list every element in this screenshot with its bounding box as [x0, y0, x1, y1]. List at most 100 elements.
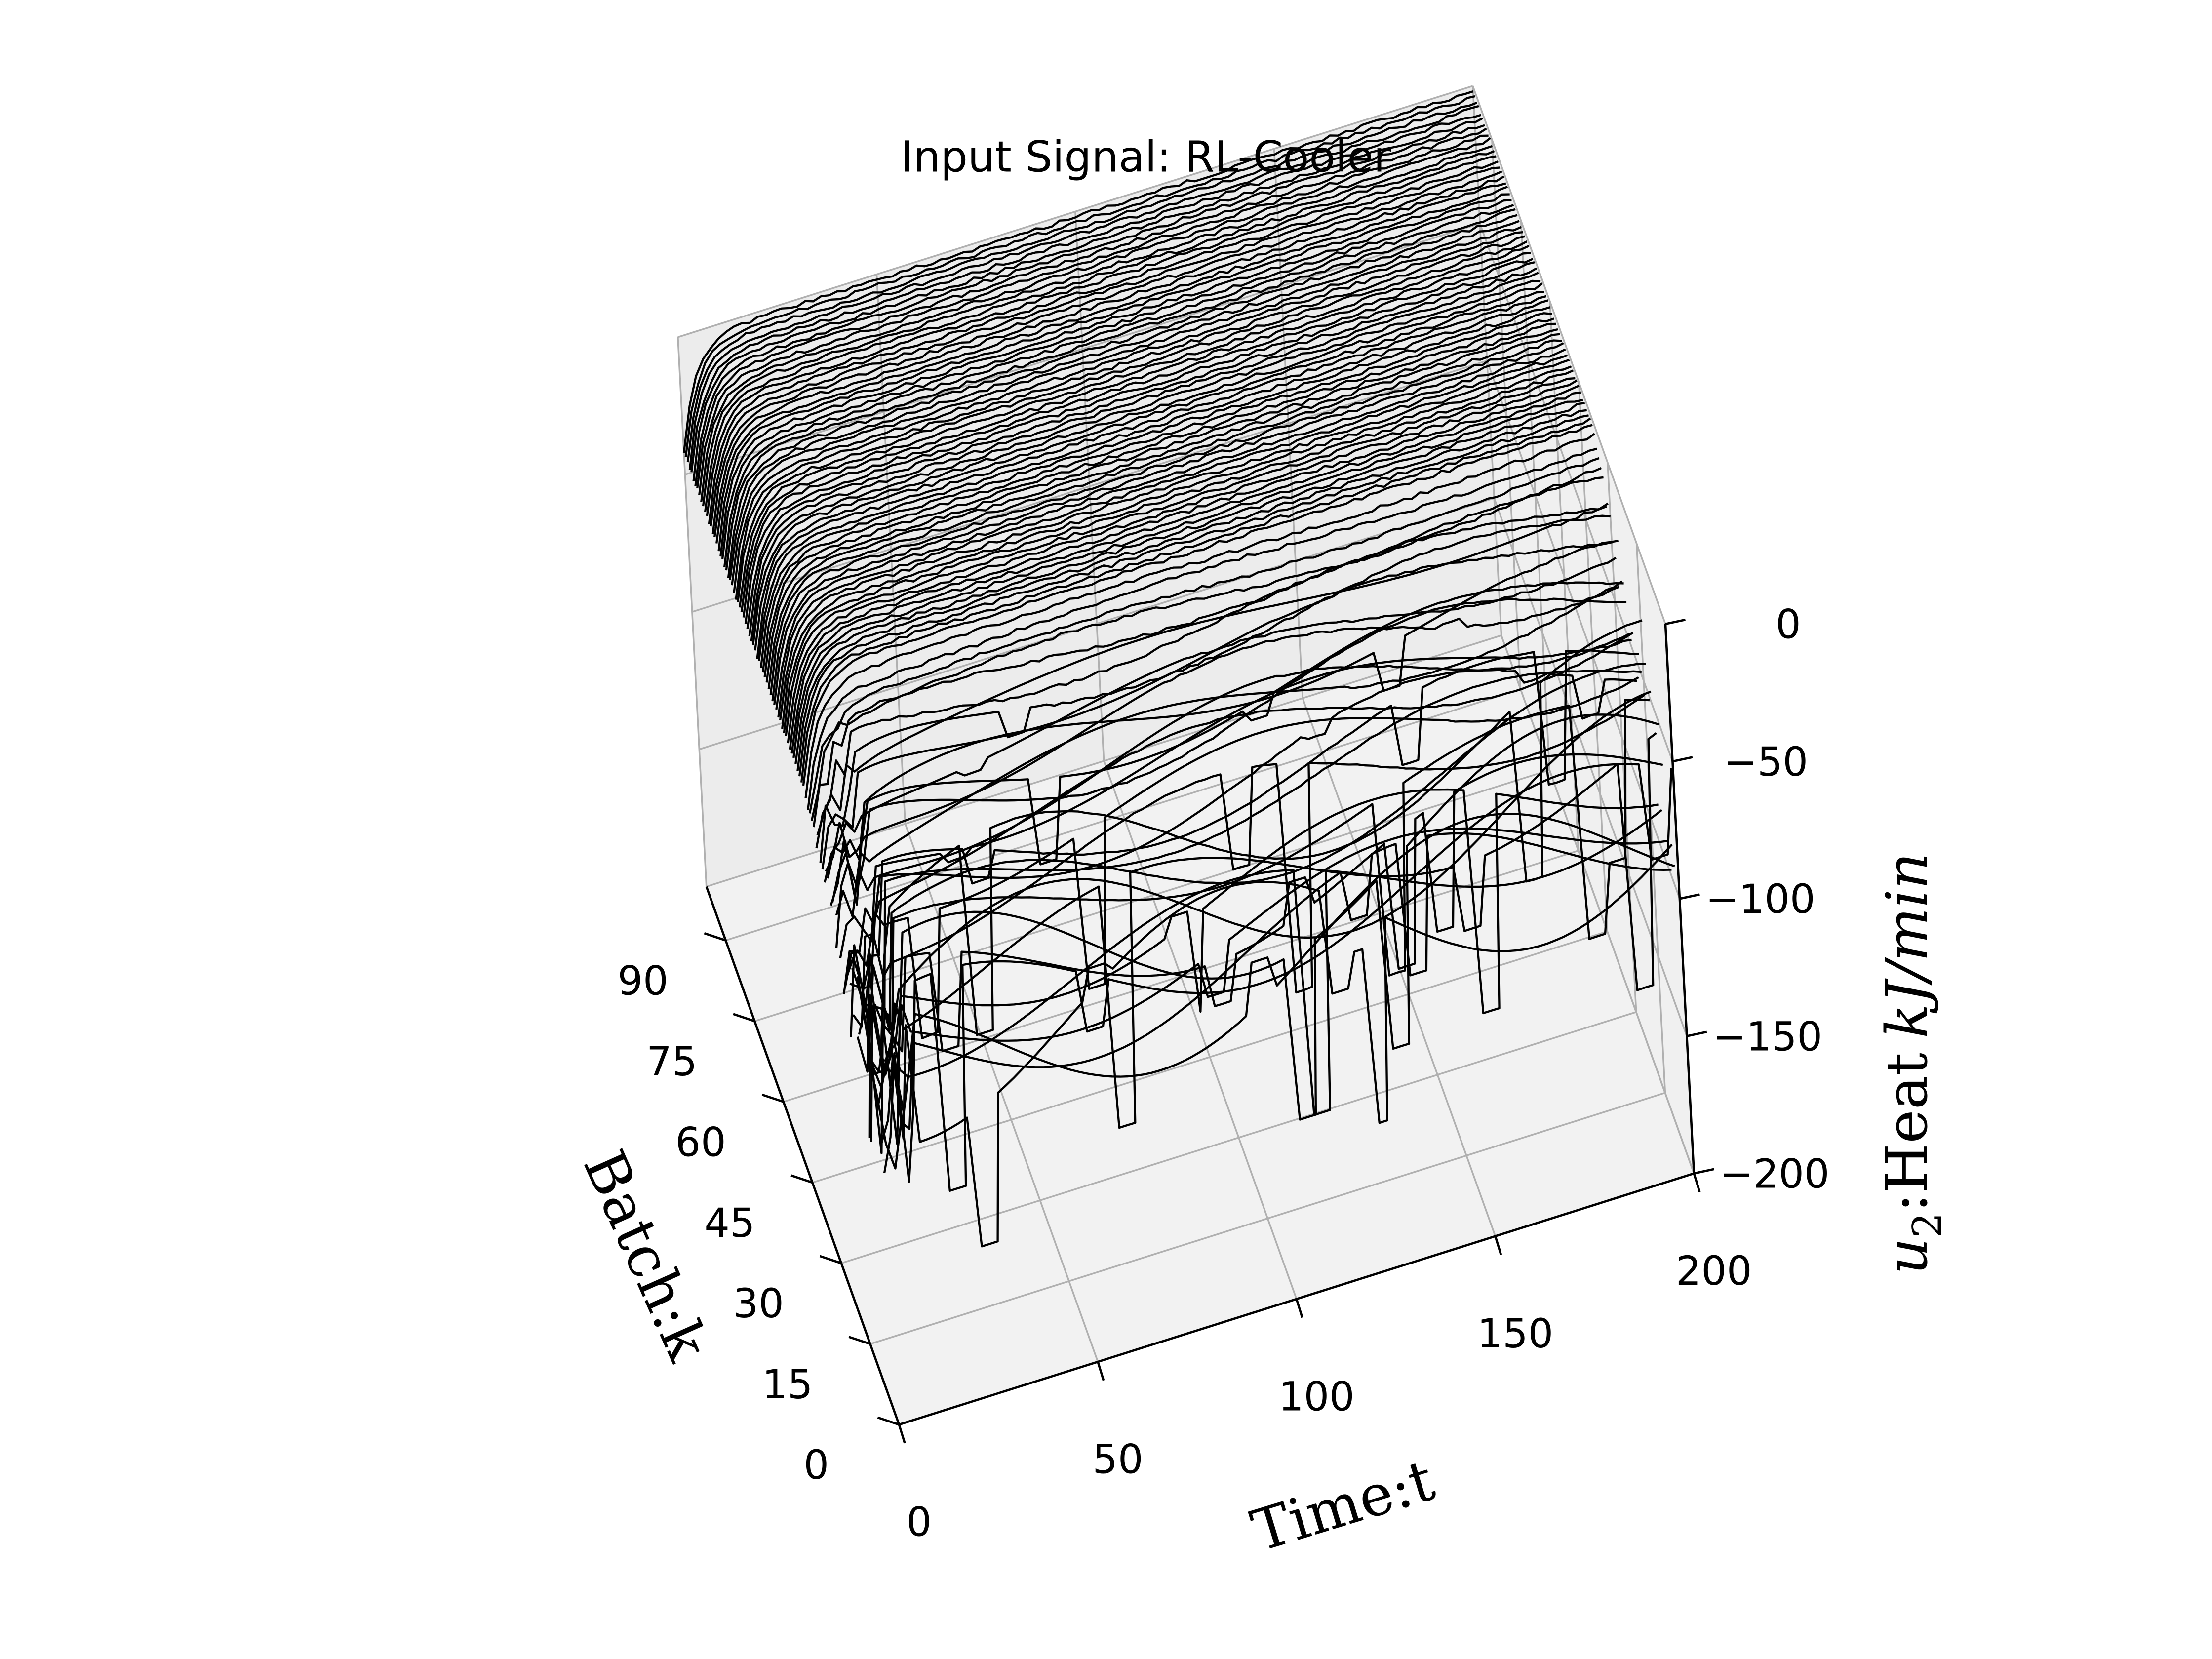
x-tick-label: 150 [1477, 1311, 1553, 1357]
x-tick-labels: 0 50 100 150 200 [907, 1248, 1752, 1546]
grid-line-x-back [677, 337, 708, 887]
batch-series-line [750, 279, 1541, 642]
batch-series-line [779, 358, 1570, 721]
y-tick-mark [877, 1416, 900, 1426]
z-tick-mark [1672, 756, 1693, 763]
y-tick-mark [733, 1013, 755, 1023]
batch-series-line [812, 476, 1604, 828]
batch-series-line [830, 580, 1623, 906]
batch-series-line [740, 252, 1531, 613]
batch-series-line [704, 150, 1495, 513]
y-tick-label: 30 [733, 1281, 784, 1327]
batch-series-line [789, 385, 1580, 750]
batch-series-line [761, 312, 1552, 673]
batch-series-line [708, 160, 1499, 525]
batch-series-line [798, 414, 1589, 777]
batch-series-line [752, 282, 1543, 645]
z-tick-labels: 0 −50 −100 −150 −200 [1705, 602, 1829, 1198]
batch-series-line [706, 155, 1497, 516]
x-tick-label: 50 [1093, 1437, 1144, 1483]
batch-series-line [769, 333, 1560, 695]
z-tick-label: −100 [1705, 876, 1815, 923]
batch-series-line [835, 597, 1627, 948]
batch-series-line [684, 95, 1475, 457]
x-tick-label: 0 [907, 1500, 932, 1546]
batch-series-line [729, 220, 1520, 580]
batch-series-line [757, 299, 1549, 661]
y-tick-mark [704, 932, 726, 942]
batch-series-line [850, 649, 1639, 1037]
x-axis-label: Time:t [1244, 1447, 1442, 1565]
batch-series-line [690, 114, 1481, 473]
batch-series-line [876, 843, 1673, 1248]
batch-series-line [686, 101, 1477, 463]
tick-marks [704, 618, 1714, 1444]
batch-series-line [771, 339, 1562, 702]
grid-line-z-side [1500, 635, 1695, 1174]
grid-line-z-side [1486, 360, 1681, 899]
batch-series-line [719, 193, 1510, 557]
batch-series-line [794, 402, 1585, 764]
batch-series-line [859, 788, 1659, 1089]
batch-series-line [831, 581, 1624, 906]
y-tick-mark [761, 1093, 784, 1103]
batch-series-line [727, 214, 1518, 578]
grid-line-x-floor [904, 823, 1099, 1362]
batch-series-line [710, 166, 1501, 527]
batch-series-line [759, 306, 1551, 668]
y-tick-label: 60 [675, 1119, 726, 1166]
batch-series-line [869, 753, 1663, 1073]
batch-series-line [825, 586, 1620, 872]
batch-series-line [754, 291, 1544, 651]
batch-series-line [851, 619, 1643, 1056]
batch-series-line [775, 348, 1566, 710]
batch-series-line [819, 514, 1611, 864]
batch-series-line [738, 245, 1530, 608]
grid-line-y-floor [754, 769, 1550, 1022]
batch-series-line [852, 694, 1645, 1028]
y-axis-line [705, 886, 901, 1425]
batch-series-line [700, 137, 1491, 502]
batch-series-line [835, 632, 1630, 918]
z-tick-label: −50 [1724, 739, 1808, 786]
batch-series-line [796, 409, 1587, 772]
batch-series-line [688, 105, 1479, 471]
batch-series-line [692, 117, 1483, 481]
batch-series-line [696, 127, 1487, 489]
batch-series-line [807, 447, 1598, 810]
batch-series-line [737, 240, 1528, 602]
batch-series-line [773, 342, 1564, 705]
z-tick-label: −200 [1720, 1151, 1829, 1197]
y-tick-label: 45 [704, 1200, 755, 1247]
x-tick-mark [1494, 1236, 1502, 1255]
batch-series-line [787, 379, 1578, 744]
batch-series-line [872, 827, 1669, 1079]
batch-series-line [824, 556, 1617, 883]
batch-series-line [808, 457, 1600, 814]
batch-series-line [763, 317, 1555, 677]
batch-series-line [802, 424, 1593, 786]
batch-series-line [810, 467, 1602, 821]
x-tick-mark [898, 1424, 906, 1444]
batch-series-line [873, 832, 1672, 1170]
batch-series-line [682, 90, 1474, 453]
y-tick-label: 0 [804, 1442, 829, 1489]
batch-series-line [804, 433, 1595, 798]
batch-series-line [781, 365, 1572, 729]
batch-series-line [721, 198, 1512, 559]
batch-series-line [844, 669, 1637, 988]
batch-series-line [725, 208, 1516, 571]
grid-line-x-floor [1103, 760, 1298, 1300]
x-tick-mark [1295, 1299, 1304, 1318]
batch-series-line [790, 391, 1581, 754]
z-axis-label: u2:Heat kJ/min [1874, 853, 1951, 1275]
batch-series-line [839, 638, 1632, 958]
y-tick-mark [848, 1336, 871, 1345]
batch-series-line [756, 295, 1547, 659]
batch-series-line [698, 134, 1489, 495]
batch-series-line [765, 322, 1556, 683]
batch-series-line [717, 186, 1508, 552]
batch-series-line [783, 369, 1574, 733]
batch-series-line [723, 204, 1514, 568]
z-axis-label-rest: :Heat [1874, 1053, 1940, 1213]
